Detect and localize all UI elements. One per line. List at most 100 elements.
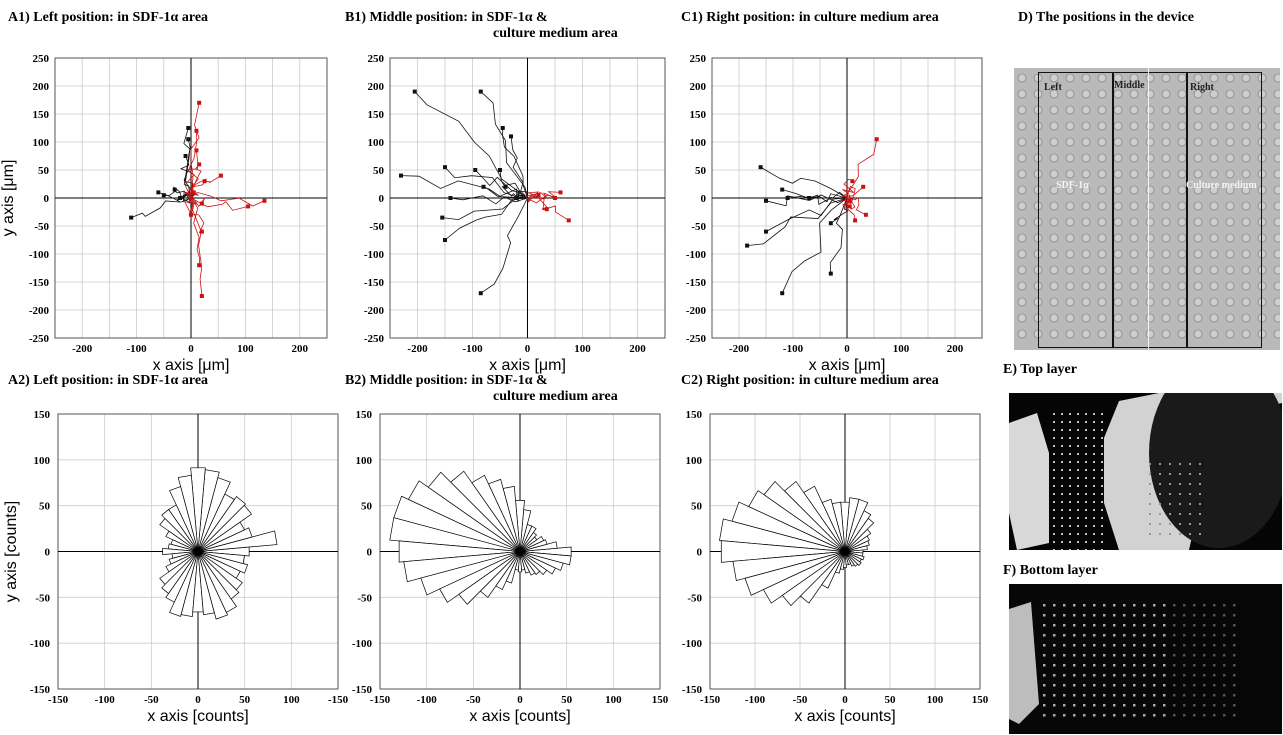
x-tick-label: -50: [466, 694, 481, 706]
bottom-dot: [1233, 614, 1236, 617]
bottom-dot: [1173, 684, 1176, 687]
rose-wedge: [519, 551, 572, 566]
device-well: [1225, 233, 1235, 243]
bottom-dot: [1143, 624, 1146, 627]
bottom-dot: [1043, 624, 1046, 627]
cell-track: [190, 191, 265, 207]
y-tick-label: -100: [364, 249, 385, 261]
top-dot: [1093, 533, 1095, 535]
top-dot: [1053, 469, 1055, 471]
top-dot-faint: [1189, 463, 1191, 465]
device-well: [1257, 169, 1267, 179]
bottom-dot: [1153, 664, 1156, 667]
track-endpoint: [189, 212, 193, 217]
label-sdf: SDF-1α: [1056, 180, 1089, 191]
cell-track: [184, 130, 198, 199]
device-well: [1225, 73, 1235, 83]
bottom-dot: [1183, 604, 1186, 607]
bottom-dot: [1193, 704, 1196, 707]
device-well: [1129, 281, 1139, 291]
device-well: [1209, 249, 1219, 259]
bottom-dot: [1113, 684, 1116, 687]
top-dot: [1061, 509, 1063, 511]
device-well: [1065, 297, 1075, 307]
cell-track: [450, 195, 528, 205]
device-well: [1241, 105, 1251, 115]
top-dot-faint: [1159, 503, 1161, 505]
top-dot: [1069, 413, 1071, 415]
device-well: [1113, 201, 1123, 211]
device-well: [1097, 313, 1107, 323]
device-well: [1065, 201, 1075, 211]
bottom-dot: [1153, 604, 1156, 607]
device-well: [1113, 265, 1123, 275]
track-endpoint: [764, 229, 768, 234]
bottom-dot: [1153, 624, 1156, 627]
top-dot: [1085, 549, 1087, 550]
y-tick-label: -50: [691, 221, 706, 233]
bottom-dot: [1223, 704, 1226, 707]
top-dot-faint: [1149, 513, 1151, 515]
bottom-dot: [1093, 684, 1096, 687]
cell-track: [809, 194, 848, 205]
top-dot: [1093, 453, 1095, 455]
device-well: [1193, 281, 1203, 291]
top-dot: [1069, 421, 1071, 423]
top-dot: [1085, 501, 1087, 503]
device-well: [1273, 297, 1280, 307]
cell-track: [190, 175, 222, 199]
device-well: [1257, 73, 1267, 83]
device-well: [1209, 281, 1219, 291]
bottom-dot: [1133, 704, 1136, 707]
device-well: [1209, 265, 1219, 275]
bottom-dot: [1163, 634, 1166, 637]
top-dot: [1077, 437, 1079, 439]
top-dot-faint: [1169, 473, 1171, 475]
bottom-dot: [1183, 694, 1186, 697]
top-dot: [1077, 461, 1079, 463]
device-well: [1257, 329, 1267, 339]
top-dot: [1061, 461, 1063, 463]
top-dot: [1069, 493, 1071, 495]
top-dot: [1061, 485, 1063, 487]
bottom-dot: [1163, 684, 1166, 687]
top-dot: [1093, 517, 1095, 519]
top-dot-faint: [1169, 533, 1171, 535]
bottom-dot: [1123, 674, 1126, 677]
device-well: [1049, 121, 1059, 131]
cell-track: [787, 193, 848, 203]
device-well: [1241, 169, 1251, 179]
device-well: [1257, 89, 1267, 99]
device-well: [1129, 137, 1139, 147]
device-well: [1257, 121, 1267, 131]
bottom-dot: [1053, 704, 1056, 707]
top-dot: [1077, 421, 1079, 423]
track-endpoint: [780, 187, 785, 192]
top-dot: [1101, 509, 1103, 511]
bottom-dot: [1093, 624, 1096, 627]
track-endpoint: [498, 168, 502, 172]
device-well: [1097, 217, 1107, 227]
device-well: [1017, 297, 1027, 307]
bottom-dot: [1213, 684, 1216, 687]
device-well: [1273, 265, 1280, 275]
device-well: [1225, 265, 1235, 275]
device-well: [1161, 329, 1171, 339]
top-dot: [1093, 509, 1095, 511]
x-tick-label: -100: [95, 694, 116, 706]
cell-track: [527, 194, 548, 210]
bottom-dot: [1043, 664, 1046, 667]
bottom-dot: [1163, 714, 1166, 717]
bottom-layer-image: [1009, 602, 1236, 724]
bottom-dot: [1183, 634, 1186, 637]
top-dot-faint: [1199, 493, 1201, 495]
device-well: [1273, 249, 1280, 259]
bottom-dot: [1073, 714, 1076, 717]
top-dot: [1093, 445, 1095, 447]
bottom-dot: [1153, 654, 1156, 657]
device-well: [1225, 249, 1235, 259]
cell-track: [444, 197, 528, 241]
device-well: [1065, 249, 1075, 259]
device-well: [1049, 105, 1059, 115]
y-tick-label: 50: [38, 165, 50, 177]
